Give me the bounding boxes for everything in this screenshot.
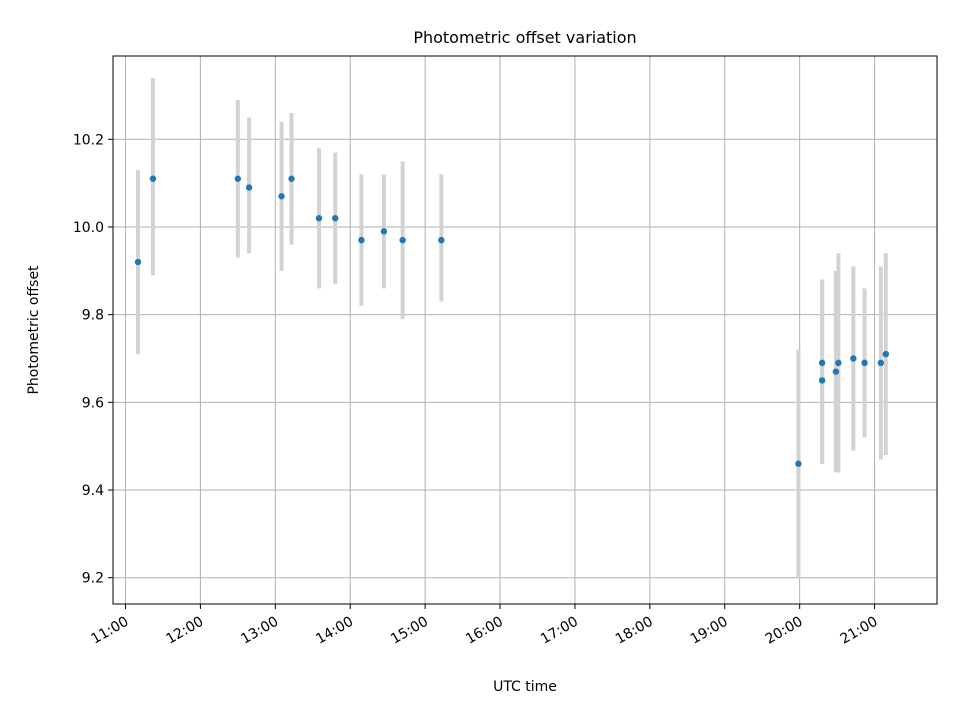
data-point [234,175,242,182]
x-axis-label: UTC time [493,679,557,695]
x-tick-label: 15:00 [388,614,431,648]
y-tick-label: 9.8 [82,308,104,324]
data-point [832,368,840,375]
data-point [399,236,406,244]
data-point [332,215,339,222]
x-tick-label: 12:00 [163,614,206,648]
data-point [438,236,445,244]
data-point [245,184,253,191]
data-point [818,359,826,367]
x-axis-ticks: 11:00 12:00 13:00 14:00 15:00 16:00 17:00 18:00… [89,604,881,648]
data-point [288,175,295,182]
x-tick-label: 11:00 [89,614,132,648]
data-point [358,236,365,244]
x-tick-label: 14:00 [313,614,356,648]
data-point [315,215,323,222]
y-tick-label: 9.4 [82,483,104,499]
x-tick-label: 13:00 [238,614,281,648]
data-point [380,228,388,235]
data-point [850,355,857,362]
y-axis-label: Photometric offset [26,265,42,395]
data-point [795,460,802,467]
x-tick-label: 20:00 [763,614,806,648]
error-bars [135,77,888,578]
x-tick-label: 18:00 [613,614,656,648]
plot-frame [112,55,938,605]
data-point [818,377,826,384]
data-point [877,359,885,367]
data-point [835,359,842,367]
data-points [134,175,890,467]
chart-title: Photometric offset variation [413,28,636,47]
data-point [278,193,285,200]
x-tick-label: 16:00 [463,614,506,648]
y-tick-label: 10.2 [73,132,104,148]
y-axis-ticks: 9.2 9.4 9.6 9.8 10.0 10.2 [73,132,113,587]
data-point [861,359,868,367]
data-point [882,350,890,358]
data-point [134,258,142,266]
y-tick-label: 9.2 [82,571,104,587]
y-tick-label: 9.6 [82,395,104,411]
x-tick-label: 21:00 [838,614,881,648]
x-tick-label: 17:00 [538,614,581,648]
data-point [149,175,157,182]
y-tick-label: 10.0 [73,220,104,236]
x-tick-label: 19:00 [688,614,731,648]
